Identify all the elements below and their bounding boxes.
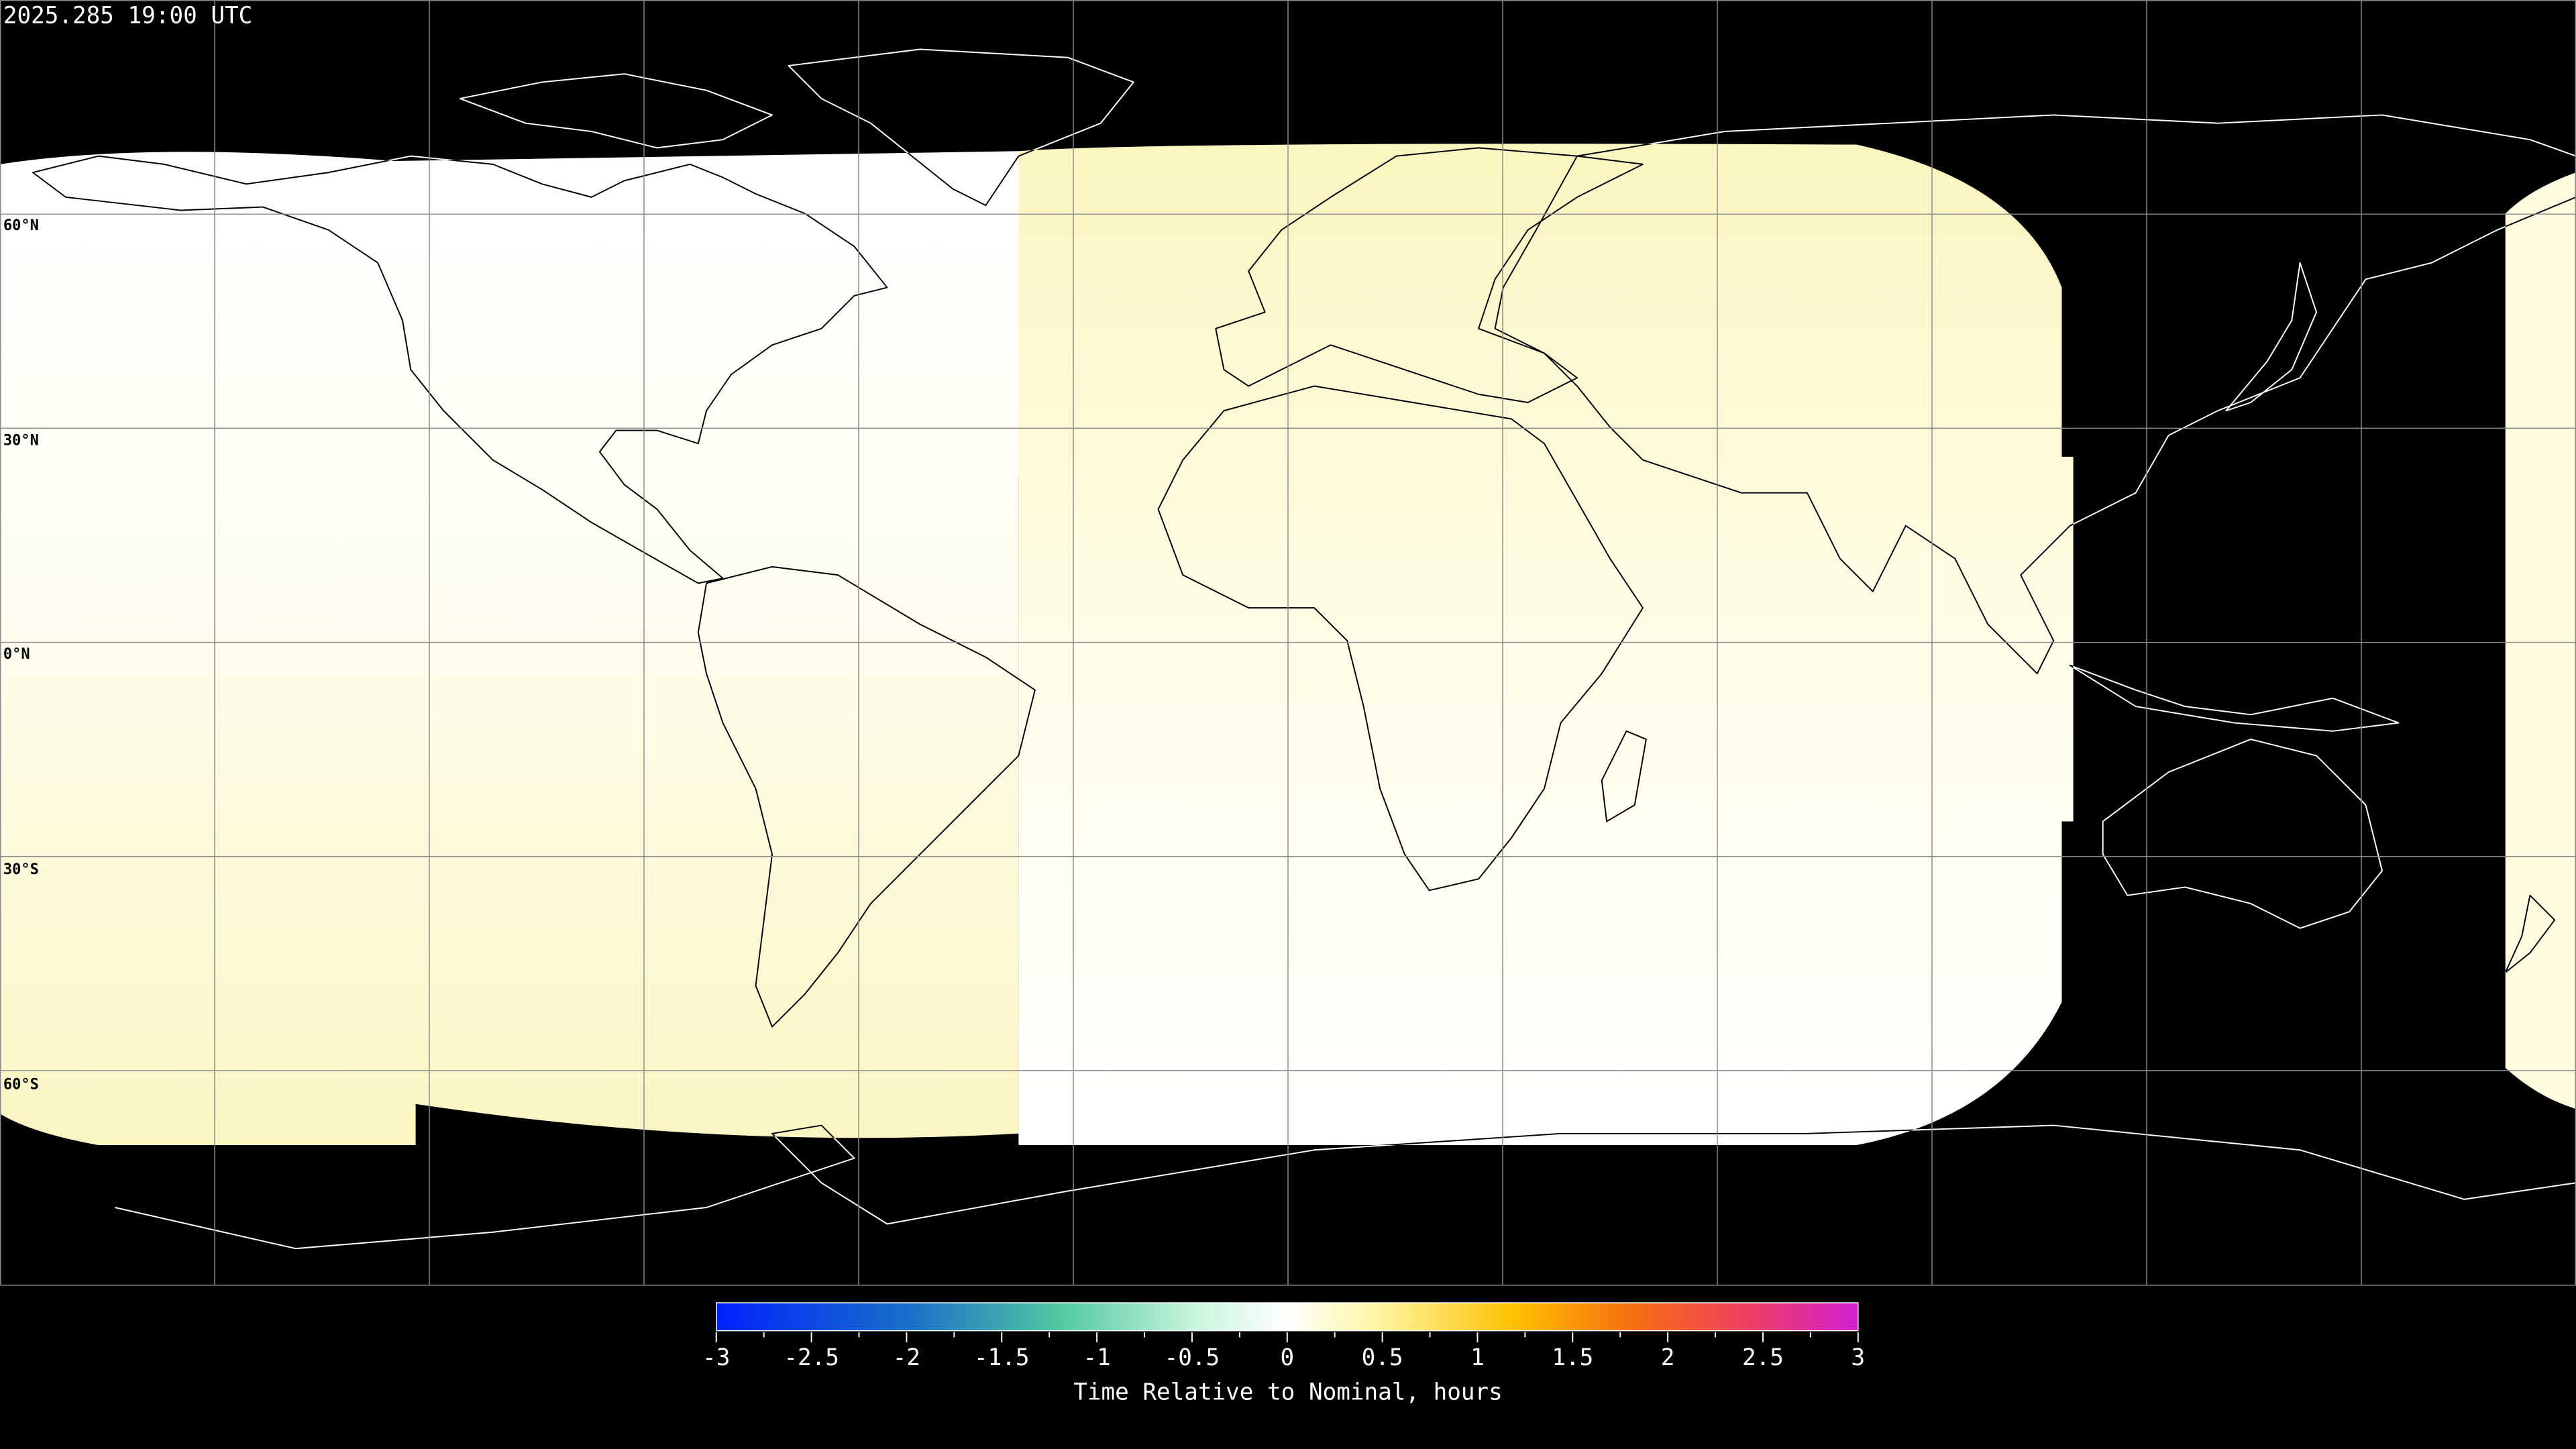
colorbar-gradient [716,1302,1859,1332]
colorbar-tick-label: 0 [1280,1344,1294,1371]
coverage-region-center [1018,144,2074,1145]
timestamp-title: 2025.285 19:00 UTC [3,2,252,29]
colorbar-ticks: -3 -2.5 -2 -1.5 -1 -0.5 0 0.5 1 1.5 2 2.5 3 [702,1332,1865,1371]
map-border [0,0,2576,1286]
colorbar-tick-label: -1.5 [974,1344,1030,1371]
colorbar-tick-label: 2 [1661,1344,1675,1371]
lat-label-30s: 30°S [3,861,39,878]
colorbar-tick-label: 2.5 [1742,1344,1784,1371]
colorbar-tick-label: 3 [1851,1344,1865,1371]
colorbar-tick-label: -0.5 [1165,1344,1220,1371]
lat-label-60s: 60°S [3,1077,39,1093]
colorbar-tick-label: 1.5 [1552,1344,1593,1371]
colorbar-tick-label: 0.5 [1362,1344,1403,1371]
colorbar-tick-label: -3 [702,1344,730,1371]
colorbar-tick-label: -2 [893,1344,920,1371]
colorbar-tick-label: -2.5 [784,1344,839,1371]
lat-label-30n: 30°N [3,433,39,449]
lat-label-60n: 60°N [3,217,39,234]
lat-label-0: 0°N [3,646,30,663]
colorbar-label: Time Relative to Nominal, hours [1073,1379,1503,1406]
coverage-region-right [2505,172,2576,1110]
colorbar-tick-label: 1 [1470,1344,1485,1371]
graticule [0,0,2576,1285]
colorbar-tick-label: -1 [1083,1344,1110,1371]
coverage-region-left [0,151,1088,1145]
colorbar: -3 -2.5 -2 -1.5 -1 -0.5 0 0.5 1 1.5 2 2.5 3 Time Rel… [702,1302,1865,1406]
